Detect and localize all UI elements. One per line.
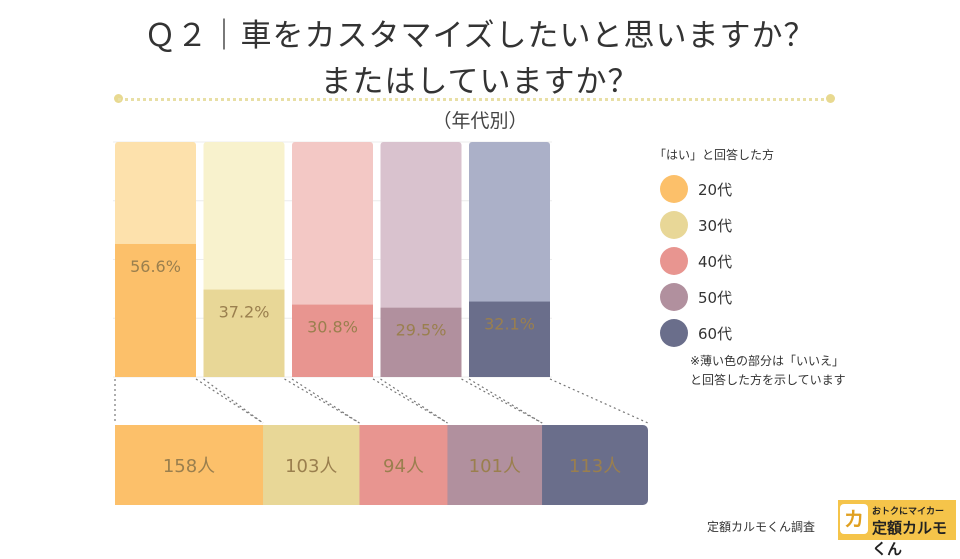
connector-line: [372, 378, 448, 424]
note-line1: ※薄い色の部分は「いいえ」: [690, 354, 845, 368]
legend-swatch: [660, 175, 688, 203]
legend-label: 40代: [698, 252, 733, 271]
divider-dot-right: [826, 94, 835, 103]
respondent-segment-30代: [263, 425, 360, 505]
legend-item: 60代: [660, 319, 732, 347]
bar-yes-30代: [203, 289, 285, 377]
respondent-segment-50代: [447, 425, 543, 505]
connector-line: [203, 378, 264, 424]
connector-line: [380, 378, 448, 424]
legend-swatch: [660, 247, 688, 275]
bar-yes-20代: [115, 243, 196, 377]
connector-line: [284, 378, 360, 424]
legend-item: 30代: [660, 211, 732, 239]
bar-chart: 56.6% 37.2% 30.8% 29.5% 32.1% 158人 103人 94人 101人…: [113, 141, 649, 505]
legend-swatch: [660, 283, 688, 311]
chart-title-line2: またはしていますか？: [320, 64, 640, 100]
chart-subtitle: （年代別）: [432, 110, 528, 132]
respondent-segment-40代: [359, 425, 448, 505]
legend-swatch: [660, 211, 688, 239]
logo-icon: カ: [840, 504, 868, 534]
legend-label: 20代: [698, 180, 733, 199]
bar-label: 32.1%: [484, 315, 535, 334]
respondent-label: 94人: [383, 456, 424, 477]
bar-label: 29.5%: [396, 321, 447, 340]
respondent-label: 113人: [569, 456, 621, 477]
legend-title: 「はい」と回答した方: [654, 148, 775, 162]
respondent-segment-20代: [115, 425, 264, 505]
respondent-label: 103人: [285, 456, 337, 477]
respondent-segment-60代: [542, 425, 643, 505]
chart-figure: Ｑ２｜車をカスタマイズしたいと思いますか？ またはしていますか？ （年代別） 5…: [113, 18, 956, 558]
survey-credit: 定額カルモくん調査: [707, 520, 816, 534]
bar-label: 37.2%: [219, 303, 270, 322]
brand-logo: カ おトクにマイカー 定額カルモくん: [838, 500, 956, 558]
connector-line: [291, 378, 360, 424]
logo-tagline: おトクにマイカー: [872, 507, 945, 517]
legend-item: 20代: [660, 175, 732, 203]
legend-item: 40代: [660, 247, 732, 275]
logo-brand-name: 定額カルモくん: [872, 519, 948, 558]
connector-line: [195, 378, 264, 424]
title-divider: [118, 98, 830, 101]
legend-label: 60代: [698, 324, 733, 343]
connector-line: [461, 378, 543, 424]
bar-yes-50代: [380, 307, 462, 377]
bar-yes-60代: [469, 301, 550, 377]
legend-swatch: [660, 319, 688, 347]
chart-title-line1: Ｑ２｜車をカスタマイズしたいと思いますか？: [144, 18, 816, 54]
respondent-label: 101人: [469, 456, 521, 477]
connector-line: [549, 378, 649, 424]
connector-line: [468, 378, 543, 424]
note-line2: と回答した方を示しています: [690, 373, 846, 387]
bar-label: 30.8%: [307, 318, 358, 337]
respondent-label: 158人: [163, 456, 215, 477]
bar-label: 56.6%: [130, 257, 181, 276]
legend-label: 30代: [698, 216, 733, 235]
bar-yes-40代: [292, 304, 373, 377]
legend-item: 50代: [660, 283, 732, 311]
legend-label: 50代: [698, 288, 733, 307]
